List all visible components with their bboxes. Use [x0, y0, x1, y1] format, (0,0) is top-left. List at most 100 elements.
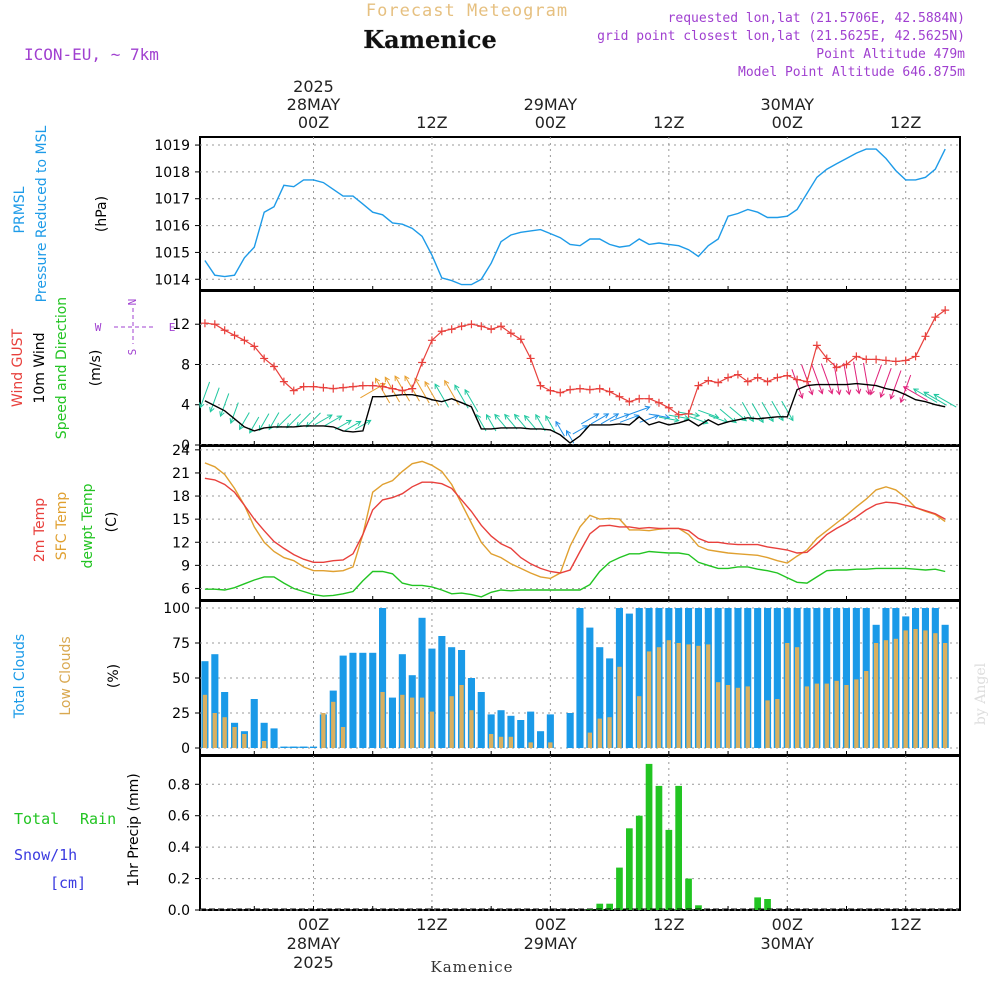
gust-point: [911, 352, 920, 361]
wind-arrow-head: [912, 388, 919, 394]
low-cloud-bar: [834, 680, 839, 748]
gust-point: [743, 377, 752, 386]
sfc-temp-line: [204, 460, 946, 580]
low-cloud-bar: [814, 683, 819, 748]
wind-arrow: [514, 414, 528, 430]
wind-arrow-head: [741, 415, 748, 422]
total-cloud-bar: [359, 652, 367, 748]
low-cloud-bar: [469, 710, 474, 748]
wind-arrow-head: [345, 419, 352, 425]
low-cloud-bar: [498, 736, 504, 748]
wind-panel: Wind GUST 10m Wind Speed and Direction (…: [10, 290, 961, 454]
gust-label: Wind GUST: [10, 328, 26, 407]
wind-arrow: [230, 402, 239, 424]
total-rain-label-rain: Rain: [80, 810, 116, 828]
gust-point: [576, 384, 584, 393]
wind-arrow-head: [798, 392, 804, 399]
precip-bar: [596, 903, 604, 910]
low-cloud-bar: [824, 683, 829, 748]
wind-arrow-head: [683, 415, 690, 421]
wind-arrow-head: [336, 415, 343, 421]
low-cloud-bar: [795, 647, 800, 748]
wind-arrow: [276, 413, 292, 429]
y-tick-label: 1015: [154, 245, 190, 261]
y-tick-label: 24: [172, 443, 190, 459]
gust-point: [881, 356, 890, 365]
y-tick-label: 1019: [154, 138, 190, 154]
wind-arrow: [870, 364, 882, 395]
wind-arrow-head: [731, 417, 737, 424]
gust-point: [289, 386, 298, 395]
y-tick-label: 6: [181, 581, 190, 597]
y-tick-label: 1016: [154, 219, 190, 235]
total-cloud-bar: [388, 697, 396, 748]
gust-point: [378, 382, 387, 391]
temperature-panel: 2m Temp SFC Temp dewpt Temp (C) 6 9 12 15 18…: [32, 443, 961, 601]
time-label-bottom: 12Z: [653, 915, 684, 934]
wind-arrow-head: [513, 413, 520, 420]
wind-arrow: [220, 393, 230, 417]
total-cloud-bar: [517, 720, 525, 748]
total-cloud-bar: [754, 608, 762, 748]
wind-arrow-head: [555, 420, 561, 427]
gust-point: [694, 381, 703, 390]
gust-point: [941, 306, 950, 315]
total-cloud-bar: [803, 608, 811, 748]
total-cloud-bar: [842, 608, 850, 748]
wind-arrow-head: [326, 414, 333, 420]
gust-point: [220, 326, 229, 335]
wind-arrow: [572, 425, 588, 435]
time-label-bottom: 2025: [293, 953, 334, 972]
total-cloud-bar: [211, 654, 219, 748]
wind-arrow-head: [879, 392, 885, 399]
time-label-bottom: 00Z: [535, 915, 566, 934]
wind-arrow-head: [523, 414, 530, 421]
low-cloud-bar: [597, 718, 602, 748]
wind-speed-line: [204, 382, 946, 444]
total-cloud-bar: [438, 636, 446, 748]
wind-arrow: [890, 370, 902, 399]
wind-arrow-head: [494, 413, 500, 420]
wind-arrow-head: [209, 406, 215, 413]
wind-arrow: [344, 420, 361, 431]
low-cloud-bar: [873, 643, 879, 748]
low-cloud-bar: [548, 742, 553, 748]
temp2m-label: 2m Temp: [32, 498, 48, 562]
gust-point: [566, 385, 575, 394]
gust-point: [398, 386, 407, 395]
wind-arrow: [600, 413, 619, 425]
gust-point: [526, 354, 535, 363]
point-altitude: Point Altitude 479m: [816, 47, 965, 62]
wind-arrow-head: [374, 377, 381, 384]
total-cloud-bar: [260, 722, 268, 748]
wind-arrow-head: [828, 388, 834, 395]
time-label-top: 12Z: [653, 113, 684, 132]
precip-bar: [695, 905, 702, 910]
total-cloud-bar: [734, 608, 742, 748]
gust-point: [635, 394, 644, 403]
gust-point: [822, 354, 831, 363]
gust-point: [319, 383, 328, 392]
wind-arrow: [933, 393, 957, 408]
time-label-top: 12Z: [416, 113, 447, 132]
precip-bar: [626, 828, 633, 910]
compass-north: N: [126, 299, 139, 306]
gust-point: [240, 336, 249, 345]
wind-arrow-head: [889, 393, 895, 400]
y-tick-label: 50: [172, 671, 190, 687]
precip-bar: [586, 909, 594, 910]
wind-arrow: [791, 369, 803, 399]
wind-arrow-head: [485, 413, 491, 420]
low-clouds-label: Low Clouds: [58, 636, 74, 715]
low-cloud-bar: [587, 732, 592, 748]
gust-point: [556, 388, 565, 397]
wind-arrow-head: [808, 389, 814, 396]
wind-arrow: [658, 416, 679, 422]
gust-point: [358, 381, 367, 390]
gust-point: [714, 378, 723, 387]
time-label-top: 29MAY: [524, 95, 578, 114]
time-label-bottom: 28MAY: [287, 934, 341, 953]
total-cloud-bar: [527, 711, 535, 748]
total-cloud-bar: [714, 608, 722, 748]
